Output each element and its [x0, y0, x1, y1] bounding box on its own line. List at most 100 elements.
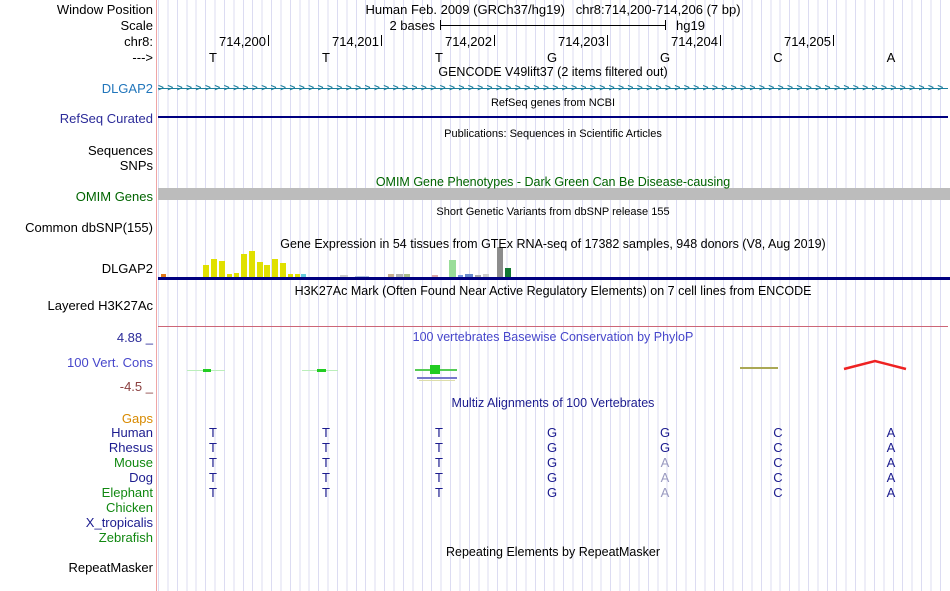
conservation-line	[419, 380, 455, 381]
alignment-base-human: G	[546, 425, 558, 440]
window-position-header: Human Feb. 2009 (GRCh37/hg19) chr8:714,2…	[158, 2, 948, 17]
alignment-base-dog: T	[435, 470, 443, 485]
track-title-phylop[interactable]: 100 vertebrates Basewise Conservation by…	[412, 330, 694, 344]
conservation-peak-caret	[843, 359, 907, 371]
omim-gene-bar[interactable]	[158, 188, 950, 200]
gtex-bar	[203, 265, 209, 277]
alignment-base-rhesus: T	[322, 440, 330, 455]
track-label--[interactable]: --->	[132, 50, 153, 65]
track-label-omim-genes[interactable]: OMIM Genes	[75, 189, 153, 204]
track-label-rhesus[interactable]: Rhesus	[108, 440, 153, 455]
track-label-zebrafish[interactable]: Zebrafish	[98, 530, 153, 545]
gtex-bar	[483, 274, 489, 277]
track-label-layered-h3k27ac[interactable]: Layered H3K27Ac	[47, 298, 153, 313]
track-label-gaps[interactable]: Gaps	[121, 411, 153, 426]
base-letter: G	[546, 50, 558, 65]
layered-h3k27ac-baseline[interactable]	[158, 326, 948, 327]
gencode-transcript-dlgap2[interactable]: >>>>>>>>>>>>>>>>>>>>>>>>>>>>>>>>>>>>>>>>…	[158, 82, 948, 95]
track-title-gencode[interactable]: GENCODE V49lift37 (2 items filtered out)	[438, 65, 668, 79]
alignment-base-human: T	[435, 425, 443, 440]
track-label-4-88-[interactable]: 4.88 _	[116, 330, 153, 345]
gtex-bar	[301, 274, 306, 277]
track-label-elephant[interactable]: Elephant	[101, 485, 153, 500]
gtex-bar	[219, 261, 225, 277]
gtex-bar	[388, 274, 394, 277]
track-title-dbsnp[interactable]: Short Genetic Variants from dbSNP releas…	[436, 206, 670, 218]
track-label-scale[interactable]: Scale	[120, 18, 153, 33]
alignment-base-dog: A	[660, 470, 670, 485]
gtex-bar	[295, 274, 300, 277]
gtex-bar	[449, 260, 456, 277]
track-label-snps[interactable]: SNPs	[119, 158, 153, 173]
alignment-base-mouse: T	[322, 455, 330, 470]
alignment-base-mouse: G	[546, 455, 558, 470]
alignment-base-human: G	[659, 425, 671, 440]
track-title-multiz[interactable]: Multiz Alignments of 100 Vertebrates	[451, 396, 655, 410]
conservation-block	[317, 369, 326, 372]
gtex-bar	[355, 276, 369, 277]
track-label-dlgap2[interactable]: DLGAP2	[101, 261, 153, 276]
ruler-tick	[607, 35, 608, 46]
track-label-chicken[interactable]: Chicken	[106, 500, 153, 515]
alignment-base-rhesus: G	[659, 440, 671, 455]
track-label--4-5-[interactable]: -4.5 _	[119, 379, 153, 394]
alignment-base-mouse: A	[660, 455, 670, 470]
alignment-base-elephant: T	[209, 485, 217, 500]
track-label-human[interactable]: Human	[111, 425, 153, 440]
alignment-base-dog: T	[209, 470, 217, 485]
track-label-sequences[interactable]: Sequences	[87, 143, 153, 158]
conservation-block	[430, 365, 440, 374]
track-title-repeatmasker[interactable]: Repeating Elements by RepeatMasker	[445, 545, 660, 559]
track-label-dlgap2[interactable]: DLGAP2	[101, 81, 153, 96]
assembly-label: Human Feb. 2009 (GRCh37/hg19)	[365, 2, 565, 17]
gtex-bar	[264, 265, 270, 277]
alignment-base-dog: A	[886, 470, 896, 485]
gtex-bar	[227, 274, 232, 277]
base-letter: T	[322, 50, 330, 65]
track-label-repeatmasker[interactable]: RepeatMasker	[68, 560, 153, 575]
conservation-line	[417, 377, 457, 379]
gtex-bar	[432, 275, 438, 277]
track-label-dog[interactable]: Dog	[129, 470, 153, 485]
track-label-common-dbsnp-155-[interactable]: Common dbSNP(155)	[25, 220, 153, 235]
alignment-base-mouse: C	[773, 455, 783, 470]
scale-value-label: 2 bases	[389, 18, 435, 33]
track-label-chr8-[interactable]: chr8:	[124, 34, 153, 49]
alignment-base-elephant: C	[773, 485, 783, 500]
alignment-base-rhesus: G	[546, 440, 558, 455]
track-title-publications[interactable]: Publications: Sequences in Scientific Ar…	[444, 128, 662, 140]
track-label-refseq-curated[interactable]: RefSeq Curated	[59, 111, 153, 126]
alignment-base-mouse: T	[435, 455, 443, 470]
track-title-h3k27ac[interactable]: H3K27Ac Mark (Often Found Near Active Re…	[294, 284, 812, 298]
gtex-bar	[404, 274, 410, 277]
ruler-number: 714,201	[332, 34, 379, 49]
gtex-bar	[458, 275, 463, 277]
track-label-100-vert-cons[interactable]: 100 Vert. Cons	[67, 355, 153, 370]
track-label-window-position[interactable]: Window Position	[56, 2, 153, 17]
gtex-bar	[280, 263, 286, 277]
ruler-number: 714,203	[558, 34, 605, 49]
gtex-bar	[161, 274, 166, 277]
base-letter: G	[659, 50, 671, 65]
gtex-bar	[211, 259, 217, 277]
gtex-bar	[288, 274, 293, 277]
alignment-base-human: T	[322, 425, 330, 440]
scale-bar	[440, 25, 665, 26]
alignment-base-elephant: T	[435, 485, 443, 500]
base-letter: T	[435, 50, 443, 65]
refseq-curated-transcript-line[interactable]	[158, 116, 948, 118]
alignment-base-elephant: A	[660, 485, 670, 500]
ruler-tick	[720, 35, 721, 46]
track-title-refseq[interactable]: RefSeq genes from NCBI	[490, 97, 616, 109]
alignment-base-mouse: A	[886, 455, 896, 470]
alignment-base-rhesus: A	[886, 440, 896, 455]
gtex-bar	[249, 251, 255, 277]
track-title-omim[interactable]: OMIM Gene Phenotypes - Dark Green Can Be…	[375, 175, 731, 189]
gtex-bar	[234, 273, 239, 277]
left-edge-guideline	[156, 0, 157, 591]
track-title-gtex[interactable]: Gene Expression in 54 tissues from GTEx …	[280, 237, 826, 251]
track-label-x-tropicalis[interactable]: X_tropicalis	[85, 515, 153, 530]
track-label-mouse[interactable]: Mouse	[113, 455, 153, 470]
gtex-bar	[475, 275, 481, 277]
